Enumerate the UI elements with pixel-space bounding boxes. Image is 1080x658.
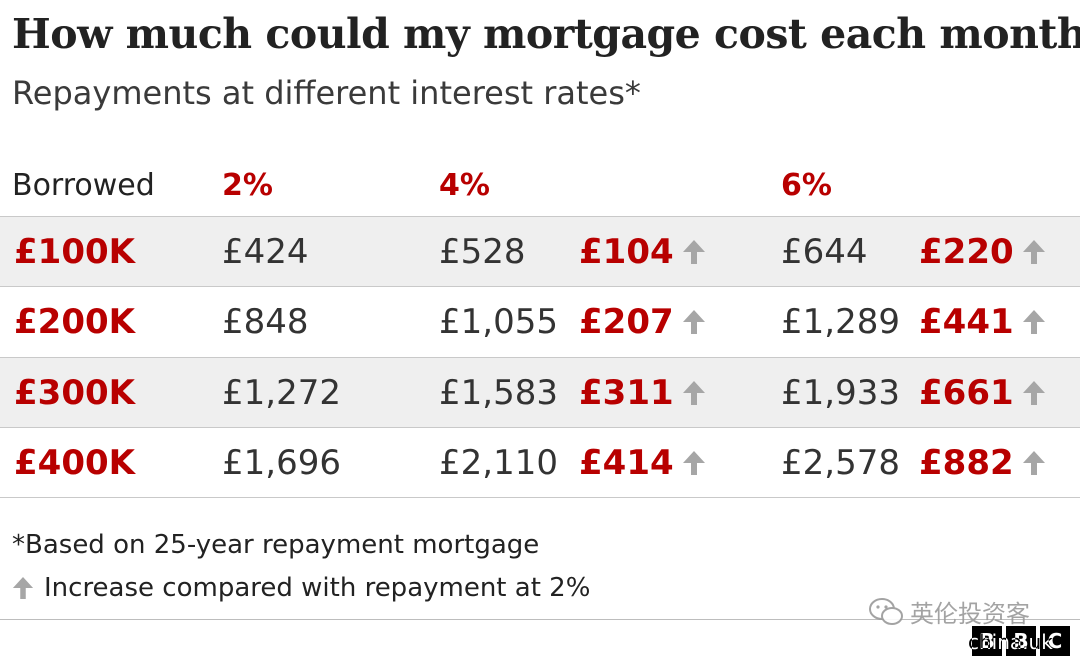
wechat-watermark: 英伦投资客 xyxy=(868,594,1030,629)
legend-note: Increase compared with repayment at 2% xyxy=(12,573,590,603)
header-borrowed: Borrowed xyxy=(12,168,155,203)
repayment-2pct: £1,272 xyxy=(222,373,341,413)
repayment-6pct: £644 xyxy=(781,232,868,272)
repayment-2pct: £1,696 xyxy=(222,443,341,483)
watermark-text: 英伦投资客 xyxy=(910,600,1030,628)
logo-overlay-text: china.uk xyxy=(968,630,1053,654)
borrowed-amount: £400K xyxy=(14,443,135,483)
up-arrow-icon xyxy=(682,451,705,475)
borrowed-amount: £300K xyxy=(14,373,135,413)
increase-4pct-value: £414 xyxy=(579,443,674,483)
repayment-4pct: £1,583 xyxy=(439,373,558,413)
increase-4pct: £414 xyxy=(579,428,706,498)
repayment-6pct: £2,578 xyxy=(781,443,900,483)
increase-6pct: £441 xyxy=(919,287,1046,357)
increase-4pct-value: £311 xyxy=(579,373,674,413)
repayment-4pct: £1,055 xyxy=(439,302,558,342)
table-row: £100K £424 £528 £104 £644 £220 xyxy=(0,216,1080,287)
increase-6pct-value: £441 xyxy=(919,302,1014,342)
borrowed-amount: £100K xyxy=(14,232,135,272)
header-rate-6: 6% xyxy=(781,168,832,203)
table-bottom-divider xyxy=(0,497,1080,498)
legend-note-text: Increase compared with repayment at 2% xyxy=(44,573,591,603)
up-arrow-icon xyxy=(12,577,34,599)
logo-letter-c: C xyxy=(1040,626,1070,656)
table-row: £200K £848 £1,055 £207 £1,289 £441 xyxy=(0,286,1080,357)
wechat-icon xyxy=(869,597,903,625)
bbc-logo: B B C xyxy=(972,626,1070,656)
repayment-6pct: £1,933 xyxy=(781,373,900,413)
header-rate-4: 4% xyxy=(439,168,490,203)
increase-6pct-value: £661 xyxy=(919,373,1014,413)
chart-title: How much could my mortgage cost each mon… xyxy=(12,10,1080,58)
increase-6pct: £882 xyxy=(919,428,1046,498)
up-arrow-icon xyxy=(1022,451,1045,475)
up-arrow-icon xyxy=(1022,310,1045,334)
logo-letter-b1: B xyxy=(972,626,1002,656)
increase-6pct: £220 xyxy=(919,217,1046,287)
increase-4pct: £104 xyxy=(579,217,706,287)
chart-subtitle: Repayments at different interest rates* xyxy=(12,74,641,112)
repayment-4pct: £2,110 xyxy=(439,443,558,483)
repayment-4pct: £528 xyxy=(439,232,526,272)
table-header: Borrowed 2% 4% 6% xyxy=(0,168,1080,210)
repayment-6pct: £1,289 xyxy=(781,302,900,342)
increase-4pct: £311 xyxy=(579,358,706,428)
borrowed-amount: £200K xyxy=(14,302,135,342)
header-rate-2: 2% xyxy=(222,168,273,203)
increase-4pct-value: £207 xyxy=(579,302,674,342)
increase-4pct: £207 xyxy=(579,287,706,357)
increase-6pct: £661 xyxy=(919,358,1046,428)
up-arrow-icon xyxy=(682,381,705,405)
up-arrow-icon xyxy=(1022,240,1045,264)
up-arrow-icon xyxy=(1022,381,1045,405)
repayment-2pct: £424 xyxy=(222,232,309,272)
repayment-2pct: £848 xyxy=(222,302,309,342)
footnote: *Based on 25-year repayment mortgage xyxy=(12,530,540,560)
up-arrow-icon xyxy=(682,240,705,264)
increase-6pct-value: £882 xyxy=(919,443,1014,483)
footer-divider xyxy=(0,619,1080,620)
table-row: £300K £1,272 £1,583 £311 £1,933 £661 xyxy=(0,357,1080,428)
increase-6pct-value: £220 xyxy=(919,232,1014,272)
table-row: £400K £1,696 £2,110 £414 £2,578 £882 xyxy=(0,427,1080,498)
logo-letter-b2: B xyxy=(1006,626,1036,656)
increase-4pct-value: £104 xyxy=(579,232,674,272)
up-arrow-icon xyxy=(682,310,705,334)
